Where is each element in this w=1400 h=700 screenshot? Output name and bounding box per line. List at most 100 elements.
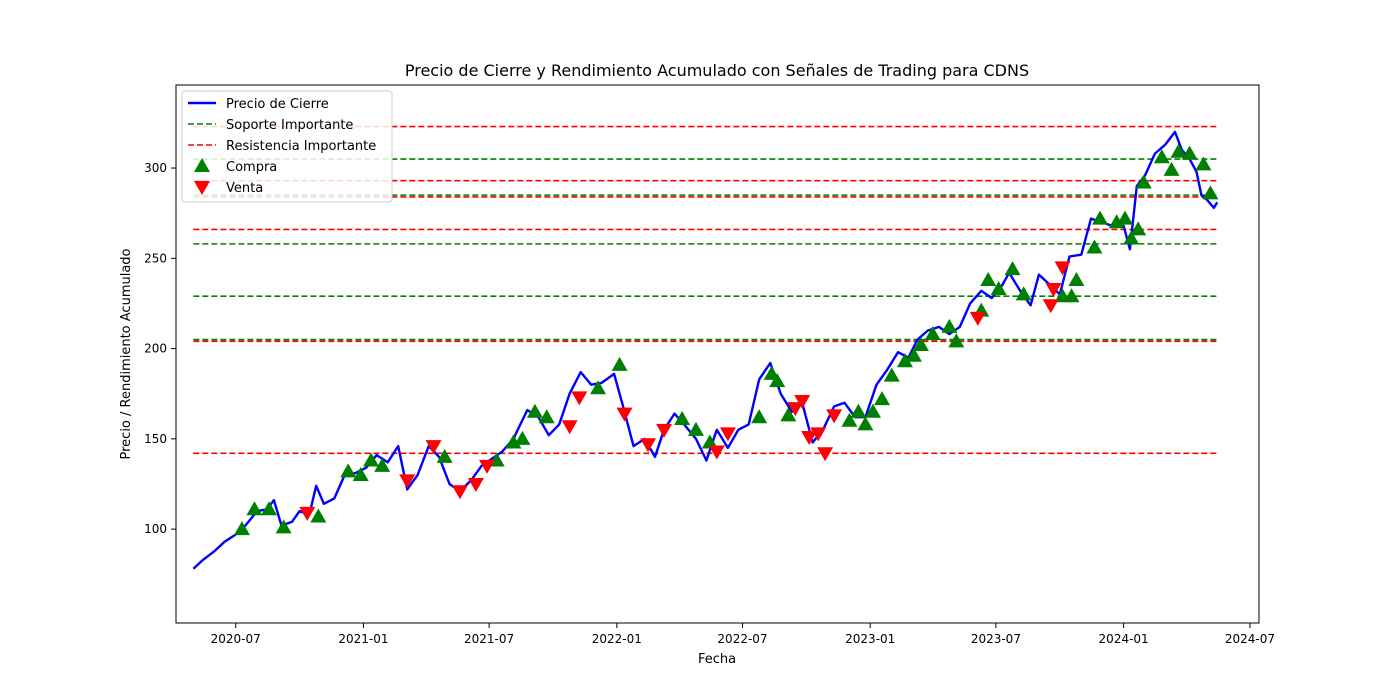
buy-signal-marker [769, 373, 786, 388]
buy-signal-marker [246, 501, 263, 516]
sell-signal-marker [787, 402, 804, 417]
y-axis: 100 150 200 250 300 [144, 161, 176, 536]
buy-signal-marker [857, 416, 874, 431]
legend-swatch-buy [194, 158, 210, 172]
y-tick-label: 250 [144, 251, 167, 265]
x-tick-label: 2024-01 [1099, 632, 1149, 646]
sell-signal-marker [826, 409, 843, 424]
legend-label-sell: Venta [226, 181, 263, 196]
sell-signal-marker [794, 394, 811, 409]
sell-signal-marker [399, 474, 416, 489]
sell-signal-marker [616, 407, 633, 422]
sell-signal-marker [1054, 261, 1071, 276]
legend: Precio de Cierre Soporte Importante Resist… [181, 90, 393, 203]
x-axis: 2020-07 2021-01 2021-07 2022-01 2022-07 2023-… [211, 623, 1275, 646]
y-axis-label: Precio / Rendimiento Acumulado [119, 248, 134, 459]
sell-signal-marker [571, 391, 588, 406]
legend-label-buy: Compra [226, 160, 277, 175]
buy-signal-marker [1195, 156, 1212, 171]
legend-item-resistance: Resistencia Importante [188, 139, 376, 154]
x-tick-label: 2022-07 [717, 632, 767, 646]
sell-signal-marker [708, 445, 725, 460]
buy-signal-marker [1004, 261, 1021, 276]
legend-item-support: Soporte Importante [188, 118, 353, 133]
x-tick-label: 2023-07 [971, 632, 1021, 646]
chart-title: Precio de Cierre y Rendimiento Acumulado… [405, 61, 1029, 80]
legend-item-sell: Venta [194, 181, 263, 196]
sell-signal-marker [801, 431, 818, 446]
y-tick-label: 300 [144, 161, 167, 175]
sell-signal-marker [810, 427, 827, 442]
sell-signal-marker [817, 447, 834, 462]
sell-signal-marker [969, 311, 986, 326]
buy-signal-marker [751, 409, 768, 424]
buy-signal-marker [1181, 145, 1198, 160]
buy-signal-marker [1092, 210, 1109, 225]
sell-signal-marker [656, 423, 673, 438]
buy-signal-marker [538, 409, 555, 424]
buy-signal-marker [687, 421, 704, 436]
buy-signal-marker [883, 367, 900, 382]
buy-signal-marker [611, 356, 628, 371]
buy-signal-marker [912, 336, 929, 351]
y-tick-label: 100 [144, 522, 167, 536]
buy-signal-marker [1015, 286, 1032, 301]
buy-signal-marker [1153, 149, 1170, 164]
y-tick-label: 200 [144, 342, 167, 356]
buy-signal-marker [941, 318, 958, 333]
buy-signal-marker [980, 271, 997, 286]
buy-signal-marker [436, 448, 453, 463]
x-tick-label: 2022-01 [592, 632, 642, 646]
x-tick-label: 2024-07 [1225, 632, 1275, 646]
legend-swatch-sell [194, 181, 210, 195]
buy-signal-marker [674, 410, 691, 425]
legend-label-support: Soporte Importante [226, 118, 353, 133]
buy-signal-marker [275, 519, 292, 534]
buy-signal-marker [780, 407, 797, 422]
sell-signal-marker [425, 440, 442, 455]
buy-signal-marker [701, 434, 718, 449]
sell-signal-marker [640, 438, 657, 453]
x-tick-label: 2020-07 [211, 632, 261, 646]
price-series-line [192, 130, 1219, 570]
sell-signal-marker [1042, 299, 1059, 314]
buy-signal-marker [514, 430, 531, 445]
legend-item-buy: Compra [194, 158, 277, 175]
buy-signal-marker [1086, 239, 1103, 254]
buy-signal-marker [1068, 271, 1085, 286]
buy-signal-marker [1117, 210, 1134, 225]
buy-signal-marker [1063, 288, 1080, 303]
buy-signal-marker [850, 403, 867, 418]
buy-signal-marker [261, 501, 278, 516]
sell-signal-marker [1045, 283, 1062, 298]
buy-signal-marker [352, 466, 369, 481]
buy-signal-marker [1202, 185, 1219, 200]
buy-signal-marker [310, 508, 327, 523]
buy-signal-marker [363, 452, 380, 467]
y-tick-label: 150 [144, 432, 167, 446]
buy-signal-marker [505, 434, 522, 449]
buy-signal-marker [990, 281, 1007, 296]
x-tick-label: 2021-07 [464, 632, 514, 646]
buy-signal-marker [340, 463, 357, 478]
sell-signal-marker [451, 485, 468, 500]
buy-signal-marker [1130, 221, 1147, 236]
buy-signal-marker [841, 412, 858, 427]
buy-signal-marker [865, 403, 882, 418]
buy-signal-marker [233, 521, 250, 536]
x-tick-label: 2023-01 [845, 632, 895, 646]
buy-signal-marker [924, 326, 941, 341]
sell-signal-marker [719, 427, 736, 442]
buy-signal-marker [526, 403, 543, 418]
x-axis-label: Fecha [698, 652, 736, 667]
buy-signal-marker [874, 391, 891, 406]
legend-item-price: Precio de Cierre [188, 97, 329, 112]
buy-signal-marker [948, 333, 965, 348]
buy-signal-marker [1170, 143, 1187, 158]
sell-signal-marker [299, 506, 316, 521]
buy-signal-marker [1163, 161, 1180, 176]
sell-signal-marker [561, 420, 578, 435]
buy-signal-marker [374, 457, 391, 472]
buy-signal-marker [590, 380, 607, 395]
